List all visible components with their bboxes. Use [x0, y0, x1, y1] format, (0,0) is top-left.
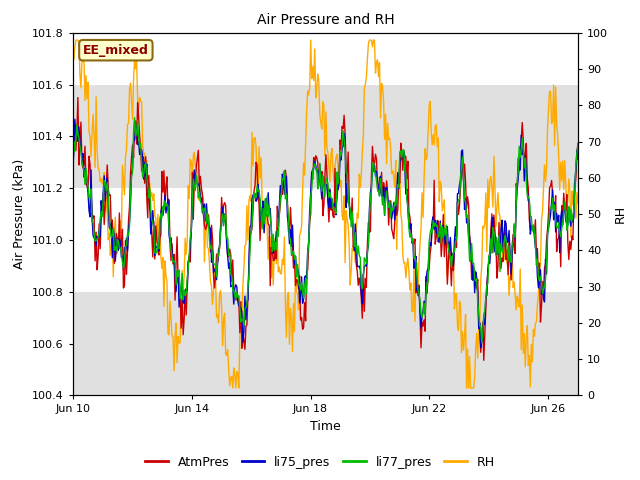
Title: Air Pressure and RH: Air Pressure and RH	[257, 13, 394, 27]
Y-axis label: Air Pressure (kPa): Air Pressure (kPa)	[13, 159, 26, 269]
Legend: AtmPres, li75_pres, li77_pres, RH: AtmPres, li75_pres, li77_pres, RH	[140, 451, 500, 474]
Y-axis label: RH: RH	[614, 205, 627, 223]
Bar	[73, 84, 578, 188]
X-axis label: Time: Time	[310, 420, 340, 433]
Text: EE_mixed: EE_mixed	[83, 44, 149, 57]
Bar	[73, 292, 578, 396]
